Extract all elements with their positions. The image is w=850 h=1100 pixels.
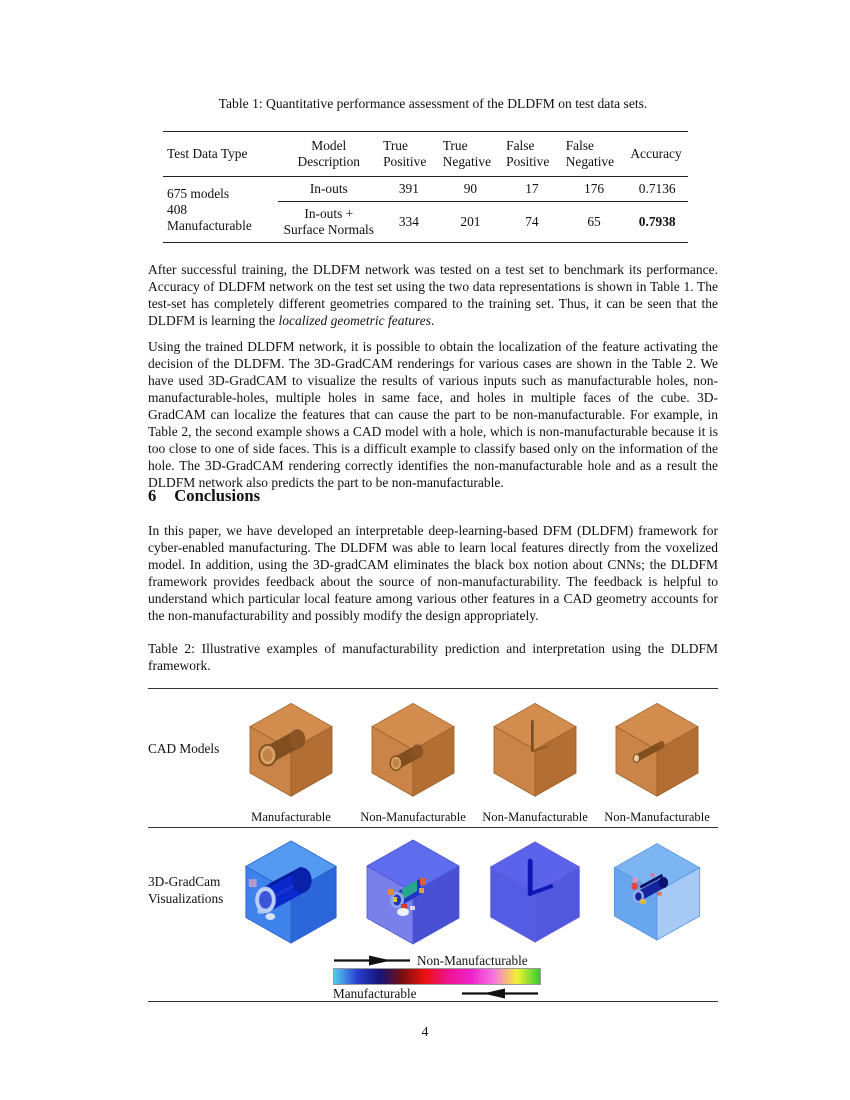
gradcam-cube-3-icon — [489, 841, 581, 943]
cell-tn: 90 — [463, 181, 478, 196]
gradcam-row-label: 3D-GradCam Visualizations — [148, 874, 224, 906]
gradcam-cube-3 — [474, 836, 596, 944]
cell-tn: 201 — [438, 201, 503, 243]
gradcam-cube-4-icon — [613, 843, 701, 941]
colorbar-top-label: Non-Manufacturable — [417, 952, 528, 968]
table-row: In-outs + Surface Normals 334 201 74 65 … — [163, 201, 688, 243]
left-arrow-icon — [462, 988, 538, 999]
section-title: Conclusions — [174, 486, 261, 505]
col-header-model-description: Model Description — [297, 138, 361, 169]
figure-bottom-rule — [148, 1001, 718, 1002]
cad-cube-2-icon — [371, 702, 455, 797]
model-label-4: Non-Manufacturable — [604, 809, 710, 824]
page-number: 4 — [421, 1024, 429, 1039]
cad-model-cube-2 — [352, 698, 474, 798]
paragraph-1: After successful training, the DLDFM net… — [148, 262, 718, 330]
paragraph-2: Using the trained DLDFM network, it is p… — [148, 339, 718, 490]
figure-mid-rule — [148, 827, 718, 828]
cad-cube-1-icon — [249, 702, 333, 797]
table1-caption: Table 1: Quantitative performance assess… — [218, 96, 648, 111]
colorbar-bottom-row: Manufacturable — [333, 985, 539, 1001]
cell-model: In-outs — [309, 181, 348, 196]
gradcam-cube-2 — [352, 834, 474, 946]
table2-figure: CAD Models — [148, 688, 718, 1002]
colorbar-gradient — [333, 968, 541, 985]
cad-models-row: CAD Models — [148, 689, 718, 807]
colorbar-legend: Non-Manufacturable Manufacturable — [333, 953, 541, 1001]
cad-model-cube-3 — [474, 698, 596, 798]
paragraph-1-italic: localized geometric features — [278, 312, 431, 328]
paragraph-1-period: . — [430, 312, 435, 328]
gradcam-row: 3D-GradCam Visualizations — [148, 828, 718, 952]
cell-accuracy: 0.7136 — [638, 181, 676, 196]
gradcam-cube-1-icon — [245, 840, 337, 944]
cad-row-label: CAD Models — [148, 740, 220, 756]
figure-top-rule — [148, 688, 718, 689]
col-header-test-data-type: Test Data Type — [167, 146, 248, 161]
cad-model-cube-1 — [230, 698, 352, 798]
cell-fn: 65 — [561, 201, 627, 243]
paragraph-1-text: After successful training, the DLDFM net… — [148, 262, 718, 328]
col-header-true-positive: True Positive — [383, 138, 427, 169]
col-header-false-positive: False Positive — [506, 138, 550, 169]
cell-accuracy-bold: 0.7938 — [626, 201, 688, 243]
table1: Test Data Type Model Description True Po… — [163, 131, 688, 243]
table-row: 675 models 408 Manufacturable In-outs 39… — [163, 177, 688, 233]
paragraph-3: In this paper, we have developed an inte… — [148, 523, 718, 623]
model-label-3: Non-Manufacturable — [482, 809, 588, 824]
cad-model-cube-4 — [596, 698, 718, 798]
model-labels-row: Manufacturable Non-Manufacturable Non-Ma… — [148, 807, 718, 827]
gradcam-cube-2-icon — [366, 839, 460, 945]
col-header-false-negative: False Negative — [565, 138, 615, 169]
gradcam-cube-1 — [230, 835, 352, 945]
table2-caption: Table 2: Illustrative examples of manufa… — [148, 641, 718, 673]
cell-fp: 17 — [525, 181, 539, 196]
section-heading: 6 Conclusions — [148, 486, 260, 506]
section-number: 6 — [148, 486, 157, 505]
table1-header-row: Test Data Type Model Description True Po… — [163, 132, 688, 177]
right-arrow-icon — [334, 955, 410, 966]
gradcam-cube-4 — [596, 838, 718, 942]
cell-tp: 391 — [398, 181, 419, 196]
cad-cube-3-icon — [493, 702, 577, 797]
model-label-1: Manufacturable — [251, 809, 331, 824]
cell-fp: 74 — [502, 201, 562, 243]
cad-cube-4-icon — [615, 702, 699, 797]
cell-fn: 176 — [584, 181, 605, 196]
model-label-2: Non-Manufacturable — [360, 809, 466, 824]
cell-model: In-outs + Surface Normals — [278, 201, 380, 243]
colorbar-top-row: Non-Manufacturable — [333, 953, 539, 968]
row-group-label: 675 models 408 Manufacturable — [167, 185, 252, 233]
col-header-true-negative: True Negative — [442, 138, 492, 169]
col-header-accuracy: Accuracy — [630, 146, 682, 161]
cell-tp: 334 — [379, 201, 439, 243]
colorbar-bottom-label: Manufacturable — [333, 985, 417, 1001]
